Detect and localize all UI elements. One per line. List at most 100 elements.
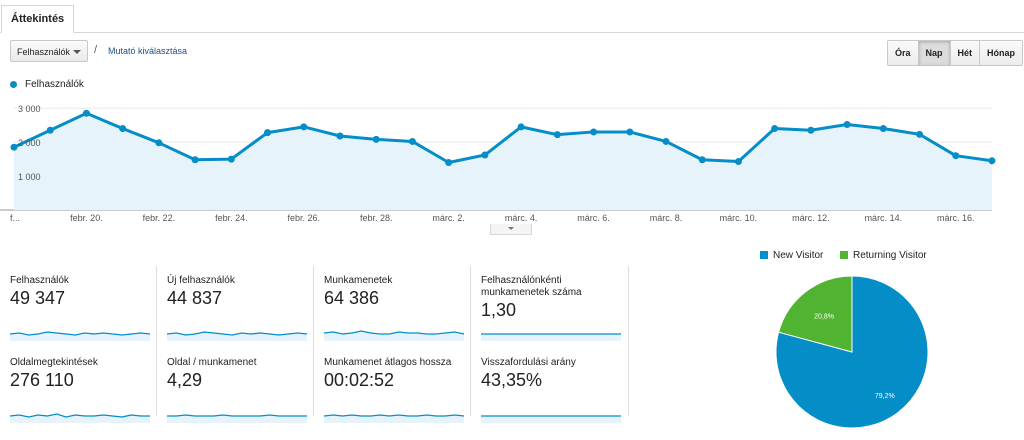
data-point	[372, 135, 380, 143]
metric-tile: Munkamenetek 64 386	[324, 275, 470, 341]
data-point	[336, 132, 344, 140]
metric-label: Oldalmegtekintések	[10, 357, 98, 368]
sparkline-line	[10, 413, 150, 418]
x-tick-label: márc. 10.	[720, 213, 758, 223]
range-day-button[interactable]: Nap	[918, 41, 951, 65]
metric-select[interactable]: Felhasználók	[10, 40, 88, 62]
metric-label: Munkamenetek	[324, 275, 393, 286]
divider	[313, 266, 314, 416]
divider	[156, 266, 157, 416]
pie-slice	[775, 275, 929, 429]
metric-label: Munkamenet átlagos hossza	[324, 357, 452, 368]
range-month-button[interactable]: Hónap	[980, 41, 1023, 65]
metric-value: 1,30	[481, 300, 517, 320]
metric-tile: Felhasználók 49 347	[10, 275, 156, 341]
separator: /	[94, 44, 98, 56]
chart-legend: Felhasználók	[10, 79, 84, 90]
x-tick-label: febr. 20.	[70, 213, 103, 223]
data-point	[119, 125, 127, 133]
tab-overview[interactable]: Áttekintés	[1, 5, 75, 33]
x-tick-label: márc. 4.	[505, 213, 538, 223]
divider	[470, 266, 471, 416]
legend-swatch-icon	[760, 251, 768, 260]
data-point	[662, 137, 670, 145]
data-point	[191, 156, 199, 164]
data-point	[517, 123, 525, 131]
series-line	[13, 111, 993, 164]
x-tick-label: márc. 2.	[432, 213, 465, 223]
sparkline	[167, 331, 307, 341]
x-tick-label: márc. 6.	[577, 213, 610, 223]
metric-value: 00:02:52	[324, 370, 395, 390]
sparkline-fill	[167, 415, 307, 423]
pie-legend-new: New Visitor	[760, 250, 823, 261]
data-point	[553, 131, 561, 139]
metric-label: Felhasználók	[10, 275, 69, 286]
x-tick-label: febr. 24.	[215, 213, 248, 223]
data-point	[590, 128, 598, 136]
x-tick-label: márc. 16.	[937, 213, 975, 223]
line-chart: 1 000 2 000 3 000 f... febr. 20. febr. 22. feb…	[0, 104, 996, 223]
pie-slice	[778, 275, 853, 353]
y-tick-label: 2 000	[18, 138, 41, 148]
metric-tile: Munkamenet átlagos hossza 00:02:52	[324, 357, 470, 423]
chevron-down-icon	[73, 50, 81, 54]
data-point	[46, 126, 54, 134]
series-dot-icon	[10, 80, 17, 88]
sparkline-line	[10, 331, 150, 336]
sparkline-fill	[481, 334, 621, 341]
metric-value: 64 386	[324, 288, 380, 308]
chart-collapse-toggle[interactable]	[490, 224, 532, 235]
pie-slice-label: 20,8%	[814, 313, 834, 320]
data-point	[227, 155, 235, 163]
pick-metric-link[interactable]: Mutató kiválasztása	[108, 46, 188, 56]
caret-down-icon	[508, 227, 514, 230]
sparkline	[10, 413, 150, 423]
metric-label: Oldal / munkamenet	[167, 357, 257, 368]
metric-value: 43,35%	[481, 370, 543, 390]
data-point	[988, 157, 996, 165]
legend-series-label: Felhasználók	[25, 79, 84, 90]
x-tick-label: febr. 26.	[288, 213, 321, 223]
metric-select-label: Felhasználók	[17, 47, 71, 57]
data-point	[155, 139, 163, 147]
sparkline	[324, 414, 464, 423]
metric-tile: Új felhasználók 44 837	[167, 275, 313, 341]
sparkline	[481, 415, 621, 423]
pie-legend-returning-label: Returning Visitor	[853, 250, 927, 261]
data-point	[481, 151, 489, 159]
x-tick-label: f...	[10, 213, 20, 223]
metric-value: 276 110	[10, 370, 74, 390]
pie-chart: 79,2% 20,8%	[775, 275, 929, 429]
metric-tile: Oldal / munkamenet 4,29	[167, 357, 313, 423]
y-tick-label: 1 000	[18, 172, 41, 182]
data-point	[771, 125, 779, 133]
x-tick-label: márc. 8.	[650, 213, 683, 223]
sparkline-line	[324, 414, 464, 417]
time-range-group: Óra Nap Hét Hónap	[887, 40, 1024, 66]
x-tick-label: márc. 14.	[865, 213, 903, 223]
metric-tile: Felhasználónkénti munkamenetek száma 1,30	[481, 275, 627, 341]
sparkline-fill	[324, 331, 464, 341]
sparkline-line	[167, 414, 307, 417]
metric-value: 4,29	[167, 370, 203, 390]
data-point	[807, 126, 815, 134]
sparkline-fill	[10, 332, 150, 341]
x-tick-label: febr. 28.	[360, 213, 393, 223]
data-point	[952, 152, 960, 160]
data-point	[82, 109, 90, 117]
sparkline	[324, 330, 464, 341]
sparkline	[10, 331, 150, 341]
range-hour-button[interactable]: Óra	[888, 41, 919, 65]
sparkline-fill	[167, 332, 307, 341]
metric-value: 44 837	[167, 288, 223, 308]
tab-bar: Áttekintés	[0, 0, 1024, 33]
sparkline-line	[167, 331, 307, 336]
x-tick-label: febr. 22.	[143, 213, 176, 223]
range-week-button[interactable]: Hét	[950, 41, 981, 65]
sparkline-line	[324, 330, 464, 335]
y-tick-label: 3 000	[18, 104, 41, 114]
data-point	[916, 130, 924, 138]
pie-slice-label: 79,2%	[875, 393, 895, 400]
sparkline-fill	[324, 415, 464, 423]
